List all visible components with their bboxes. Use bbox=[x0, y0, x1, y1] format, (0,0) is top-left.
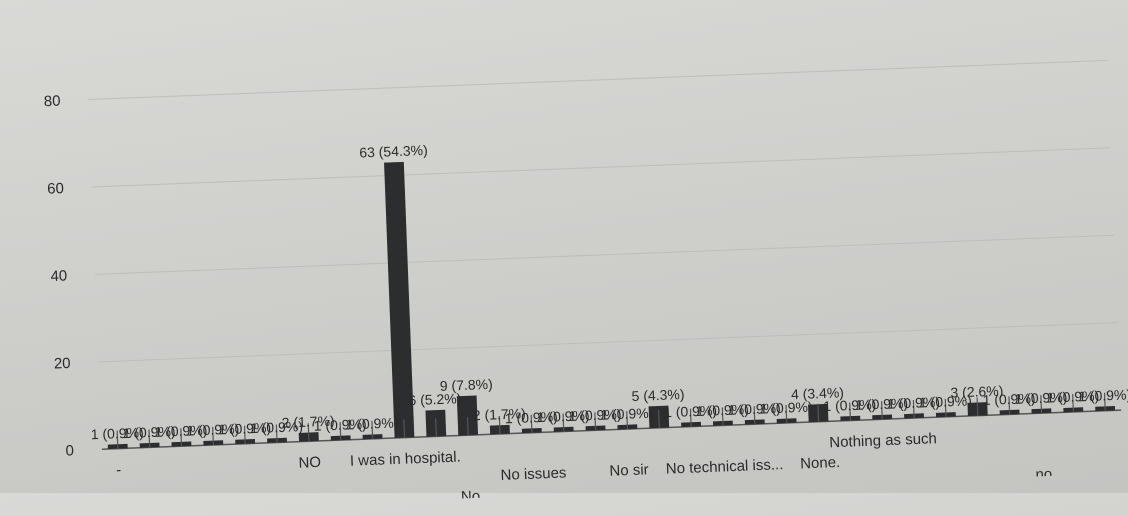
data-label-28: 1 (0.9%) bbox=[982, 390, 1035, 408]
data-label-3: 1 (0.9%) bbox=[186, 421, 239, 439]
category-label-0: - bbox=[116, 462, 122, 479]
x-tick-4 bbox=[243, 425, 246, 444]
x-tick-21 bbox=[785, 404, 788, 423]
category-label-22: None. bbox=[800, 454, 841, 473]
x-tick-3 bbox=[212, 426, 214, 446]
bar-9 bbox=[384, 161, 415, 439]
data-label-19: 1 (0.9%) bbox=[696, 401, 749, 419]
gridline-60 bbox=[91, 147, 1112, 188]
data-label-24: 1 (0.9%) bbox=[855, 395, 908, 413]
data-label-4: 1 (0.9%) bbox=[218, 419, 271, 437]
data-label-14: 1 (0.9%) bbox=[536, 407, 589, 425]
x-tick-5 bbox=[275, 424, 278, 443]
data-label-23: 1 (0.9%) bbox=[823, 396, 876, 414]
x-tick-14 bbox=[562, 413, 565, 432]
data-label-26: 1 (0.9%) bbox=[919, 392, 972, 410]
data-label-25: 1 (0.9%) bbox=[887, 394, 940, 412]
data-label-21: 1 (0.9%) bbox=[759, 399, 812, 417]
category-label-24: Nothing as such bbox=[829, 430, 937, 451]
category-labels: - NO I was in hospital. No No issues No sir No… bbox=[116, 430, 1053, 506]
y-tick-label-0: 0 bbox=[65, 442, 74, 459]
category-label-11: No bbox=[461, 488, 481, 506]
x-tick-8 bbox=[371, 420, 374, 439]
x-tick-28 bbox=[1008, 396, 1011, 415]
x-tick-18 bbox=[689, 408, 692, 427]
data-labels: 1 (0.9%)1 (0.9%)1 (0.9%)1 (0.9%)1 (0.9%)… bbox=[90, 142, 1128, 442]
x-tick-26 bbox=[944, 398, 947, 417]
category-label-13: No issues bbox=[500, 464, 566, 484]
x-tick-7 bbox=[339, 422, 342, 441]
data-label-22: 4 (3.4%) bbox=[791, 384, 844, 402]
x-tick-20 bbox=[753, 406, 756, 425]
x-axis-ticks bbox=[116, 392, 1106, 449]
x-tick-11 bbox=[466, 417, 469, 436]
data-label-11: 9 (7.8%) bbox=[440, 376, 493, 394]
gridline-80 bbox=[88, 59, 1108, 101]
data-label-31: 1 (0.9%) bbox=[1078, 386, 1128, 404]
data-label-16: 1 (0.9%) bbox=[600, 405, 653, 423]
data-label-9: 63 (54.3%) bbox=[359, 142, 428, 161]
category-label-29: no bbox=[1035, 466, 1052, 484]
x-tick-2 bbox=[180, 428, 183, 447]
gridline-20 bbox=[98, 322, 1118, 363]
category-label-19: No technical iss... bbox=[666, 456, 784, 477]
x-tick-15 bbox=[594, 412, 597, 431]
data-label-1: 1 (0.9%) bbox=[122, 423, 175, 441]
gridline-40 bbox=[95, 234, 1115, 275]
y-tick-label-40: 40 bbox=[50, 267, 67, 285]
x-tick-9 bbox=[403, 419, 406, 438]
x-tick-23 bbox=[849, 402, 852, 421]
y-tick-label-60: 60 bbox=[47, 180, 64, 198]
data-label-30: 1 (0.9%) bbox=[1046, 388, 1099, 406]
x-tick-12 bbox=[498, 415, 501, 434]
x-tick-31 bbox=[1103, 392, 1106, 411]
x-tick-30 bbox=[1072, 393, 1074, 412]
data-label-8: 1 (0.9%) bbox=[345, 414, 398, 432]
x-tick-27 bbox=[976, 397, 979, 416]
data-label-27: 3 (2.6%) bbox=[950, 382, 1003, 400]
x-tick-16 bbox=[626, 411, 629, 430]
bar-11 bbox=[456, 395, 479, 436]
data-label-10: 6 (5.2%) bbox=[408, 390, 461, 408]
x-tick-19 bbox=[721, 407, 724, 426]
x-tick-0 bbox=[116, 430, 119, 449]
data-label-5: 1 (0.9%) bbox=[250, 418, 303, 436]
data-label-6: 2 (1.7%) bbox=[281, 413, 334, 431]
data-label-18: 1 (0.9%) bbox=[664, 402, 717, 420]
data-label-29: 1 (0.9%) bbox=[1014, 389, 1067, 407]
x-tick-24 bbox=[880, 401, 883, 420]
category-label-16: No sir bbox=[609, 461, 649, 479]
data-label-17: 5 (4.3%) bbox=[631, 386, 684, 404]
data-label-2: 1 (0.9%) bbox=[154, 422, 207, 440]
x-tick-1 bbox=[148, 429, 151, 448]
data-label-15: 1 (0.9%) bbox=[568, 406, 621, 424]
x-tick-17 bbox=[658, 409, 660, 428]
x-tick-29 bbox=[1040, 395, 1043, 414]
x-tick-22 bbox=[817, 403, 820, 422]
x-tick-13 bbox=[530, 414, 533, 433]
y-axis-tick-labels: 0 20 40 60 80 bbox=[44, 93, 75, 460]
data-label-7: 1 (0.9%) bbox=[313, 416, 366, 434]
x-tick-10 bbox=[435, 418, 437, 437]
data-label-12: 2 (1.7%) bbox=[473, 405, 526, 423]
x-tick-6 bbox=[307, 423, 310, 442]
x-tick-25 bbox=[912, 400, 915, 419]
category-label-9: I was in hospital. bbox=[350, 448, 461, 469]
category-label-6: NO bbox=[298, 454, 321, 472]
data-label-0: 1 (0.9%) bbox=[90, 424, 143, 442]
data-label-20: 1 (0.9%) bbox=[728, 400, 781, 418]
y-tick-label-80: 80 bbox=[44, 93, 61, 111]
data-label-13: 1 (0.9%) bbox=[505, 408, 558, 426]
y-tick-label-20: 20 bbox=[54, 355, 71, 373]
